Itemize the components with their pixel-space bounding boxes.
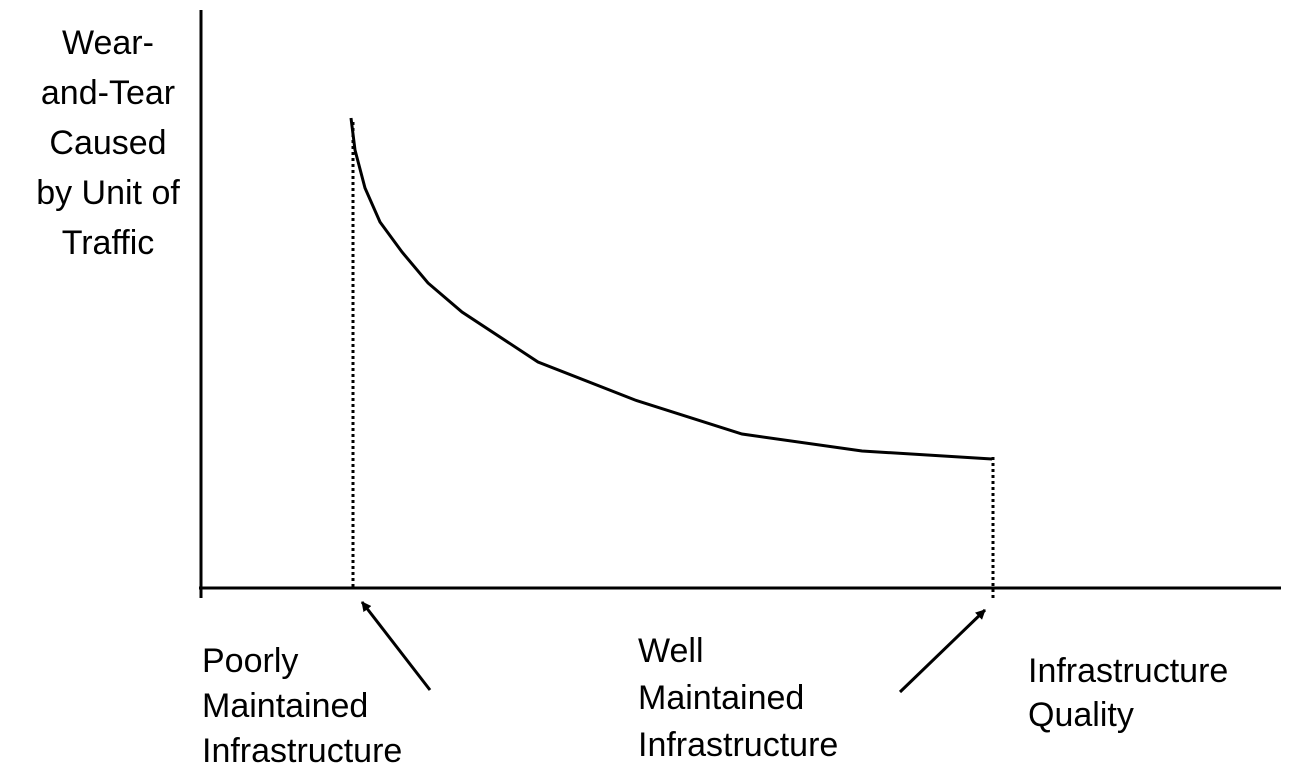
y-axis-label: Caused: [49, 124, 166, 162]
y-axis-label: and-Tear: [41, 74, 175, 112]
well-arrow: [898, 608, 987, 694]
poor-label: Poorly: [202, 642, 298, 680]
poor-label: Infrastructure: [202, 732, 402, 770]
x-axis-label: Infrastructure: [1028, 652, 1228, 690]
wear-curve: [349, 117, 993, 461]
well-label: Well: [638, 632, 704, 670]
well-label: Maintained: [638, 679, 804, 717]
poor-arrow: [360, 601, 432, 691]
well-label: Infrastructure: [638, 726, 838, 764]
y-axis-label: by Unit of: [36, 174, 180, 212]
y-axis-label: Wear-: [62, 24, 154, 62]
poor-label: Maintained: [202, 687, 368, 725]
x-axis-label: Quality: [1028, 696, 1134, 734]
y-axis-label: Traffic: [62, 224, 155, 262]
